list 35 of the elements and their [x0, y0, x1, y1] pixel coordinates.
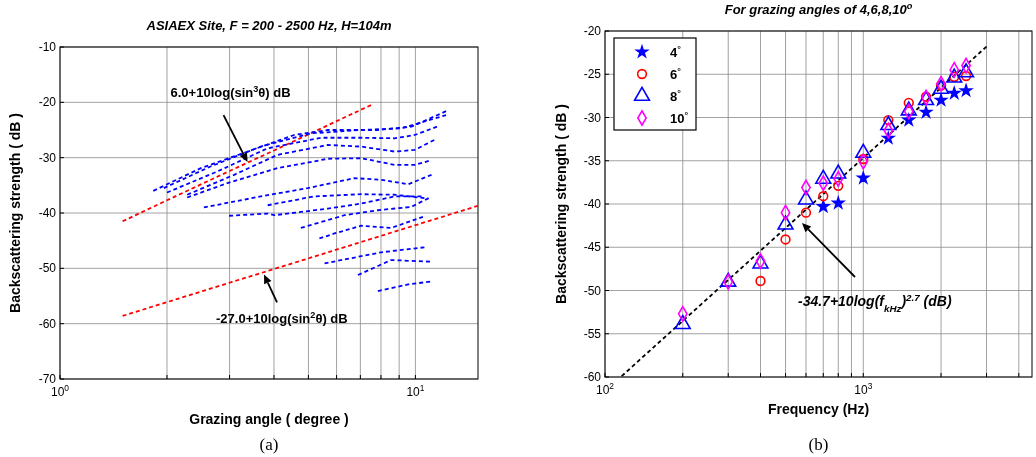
chart-title: ASIAEX Site, F = 200 - 2500 Hz, H=104m — [145, 18, 392, 33]
y-tick-label: -20 — [583, 24, 602, 38]
x-tick-label: 10$^{3}$ — [854, 381, 873, 397]
y-tick-label: -60 — [38, 316, 57, 331]
y-tick-label: -55 — [583, 326, 602, 341]
x-tick-label: 10$^{2}$ — [595, 381, 615, 397]
x-tick-label: 10$^{0}$ — [50, 383, 70, 399]
y-axis-title: Backscattering strength ( dB ) — [553, 104, 569, 304]
legend-label: 8$^{°}$ — [670, 88, 682, 104]
y-tick-label: -45 — [583, 240, 602, 255]
y-tick-label: -50 — [583, 283, 602, 298]
y-tick-label: -30 — [38, 150, 57, 165]
legend-label: 4$^{°}$ — [670, 44, 682, 60]
y-tick-label: -35 — [583, 153, 602, 168]
x-axis-title: Frequency (Hz) — [767, 401, 870, 417]
y-tick-label: -60 — [583, 370, 602, 384]
text: (b) — [808, 435, 829, 454]
y-tick-label: -10 — [38, 40, 57, 54]
annotation: 6.0+10log(sin$^{3}$θ) dB — [170, 84, 291, 101]
chart-title: For grazing angles of 4,6,8,10$^{o}$ — [724, 1, 913, 17]
x-tick-label: 10$^{1}$ — [406, 383, 425, 399]
y-tick-label: -25 — [583, 67, 602, 82]
legend-label: 6$^{°}$ — [670, 66, 682, 82]
legend-label: 10$^{°}$ — [670, 110, 689, 126]
y-tick-label: -50 — [38, 261, 57, 276]
y-tick-label: -70 — [38, 372, 57, 386]
annotation: -34.7+10log(f$_{kHz}$)$^{2.7}$ (dB) — [798, 291, 952, 314]
text: (a) — [259, 435, 279, 454]
x-axis-title: Grazing angle ( degree ) — [189, 411, 349, 427]
y-tick-label: -40 — [38, 206, 57, 220]
y-tick-label: -40 — [583, 197, 602, 211]
y-axis-title: Backscattering strength ( dB ) — [7, 113, 23, 313]
y-tick-label: -20 — [38, 95, 57, 110]
y-tick-label: -30 — [583, 110, 602, 125]
annotation: -27.0+10log(sin$^{2}$θ) dB — [216, 310, 348, 327]
